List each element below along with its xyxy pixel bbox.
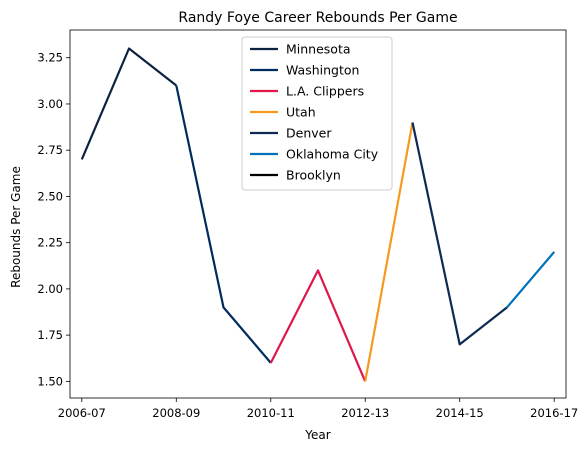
series-line-denver [411,122,508,346]
plot-area [69,29,567,399]
chart-title: Randy Foye Career Rebounds Per Game [178,10,457,26]
x-tick-label: 2006-07 [58,406,106,420]
series-line-washington [175,85,272,364]
series-line-l-a-clippers [269,269,367,382]
legend-label: Oklahoma City [286,147,379,162]
series-line-oklahoma-city [506,251,556,309]
legend-box [241,36,393,191]
x-tick-label: 2012-13 [341,406,389,420]
y-tick-label: 2.50 [37,189,63,203]
legend-label: Utah [286,105,316,120]
x-tick-label: 2014-15 [436,406,484,420]
x-axis-ticks: 2006-07 2008-09 2010-11 2012-13 2014-15 2016-… [58,398,578,420]
legend-label: Washington [286,63,359,78]
x-axis-title: Year [304,428,330,442]
series-line-minnesota [80,47,177,160]
y-tick-label: 3.25 [37,51,63,65]
plot-frame [69,29,567,399]
y-tick-label: 1.50 [37,374,63,388]
series-line-utah [364,122,414,382]
y-axis-title: Rebounds Per Game [9,166,23,288]
legend-label: Brooklyn [286,168,341,183]
legend-label: L.A. Clippers [286,84,364,99]
y-tick-label: 3.00 [37,97,63,111]
y-axis-ticks: 1.50 1.75 2.00 2.25 2.50 2.75 3.00 3.25 [37,51,70,388]
y-tick-label: 2.75 [37,143,63,157]
y-tick-label: 2.00 [37,282,63,296]
legend-label: Minnesota [286,42,351,57]
legend-label: Denver [286,126,332,141]
y-tick-label: 2.25 [37,236,63,250]
x-tick-label: 2008-09 [152,406,200,420]
series-layer [80,47,556,382]
legend: Minnesota Washington L.A. Clippers Utah Denv… [241,36,393,191]
y-tick-label: 1.75 [37,328,63,342]
x-tick-label: 2016-17 [530,406,578,420]
x-tick-label: 2010-11 [247,406,295,420]
